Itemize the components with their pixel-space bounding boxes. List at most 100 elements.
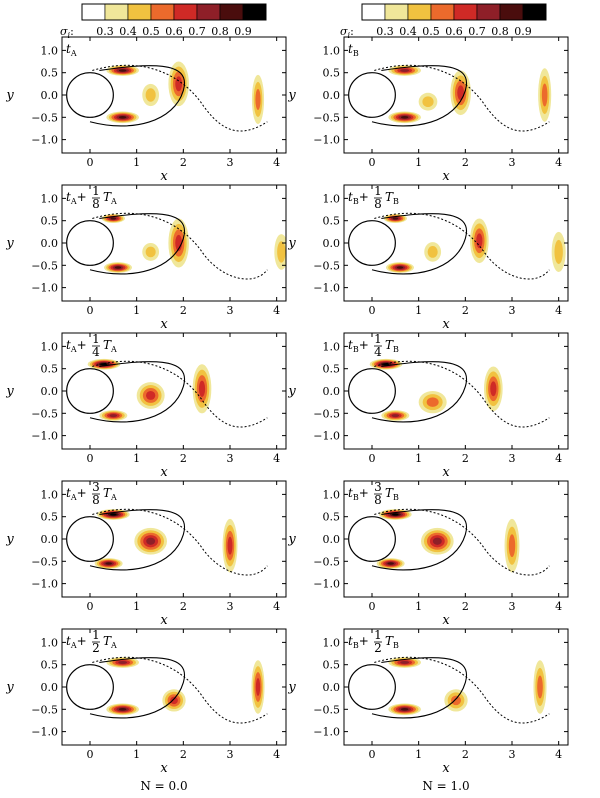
svg-text:3: 3: [374, 480, 382, 494]
colorbar-right: σi: 0.3 0.4 0.5 0.6 0.7 0.8 0.9: [340, 3, 547, 40]
x-tick-label: 0: [369, 748, 376, 761]
y-tick-label: −0.5: [313, 111, 340, 124]
x-tick-label: 0: [369, 600, 376, 613]
x-tick-label: 2: [180, 600, 187, 613]
svg-text:1: 1: [374, 184, 382, 198]
x-tick-label: 4: [273, 600, 280, 613]
colorbar-tick-label: 0.4: [399, 25, 417, 38]
sigma-contour: [400, 661, 410, 664]
x-tick-label: 3: [227, 600, 234, 613]
svg-text:2: 2: [374, 641, 382, 655]
sigma-contour: [392, 217, 399, 220]
y-axis-label: y: [5, 88, 14, 103]
y-tick-label: 1.0: [323, 192, 341, 205]
x-axis-label: x: [442, 761, 450, 776]
sigma-contour: [537, 675, 543, 699]
svg-text:8: 8: [92, 493, 100, 507]
time-label: tA+ 18 TA: [66, 184, 117, 211]
y-tick-label: −1.0: [31, 726, 58, 739]
y-tick-label: −1.0: [313, 134, 340, 147]
x-tick-label: 1: [133, 304, 140, 317]
time-label: tA+ 38 TA: [66, 480, 117, 507]
x-tick-label: 2: [180, 156, 187, 169]
x-tick-label: 3: [509, 600, 516, 613]
sigma-contour: [118, 69, 127, 72]
cylinder: [66, 664, 114, 710]
y-tick-label: −0.5: [31, 703, 58, 716]
colorbar-label: σi:: [60, 25, 74, 40]
panel-2: 0 1 2 3 4 1.0 0.5 0.0 −0.5 −1.0 x y tB: [287, 36, 569, 184]
x-tick-label: 2: [462, 748, 469, 761]
y-tick-label: −0.5: [313, 555, 340, 568]
svg-text:4: 4: [92, 345, 100, 359]
y-tick-label: −0.5: [31, 111, 58, 124]
sigma-contour: [146, 391, 156, 400]
dotted-contour: [374, 656, 550, 724]
dotted-contour: [374, 360, 550, 428]
y-tick-label: −1.0: [31, 134, 58, 147]
dotted-contour: [92, 508, 268, 576]
svg-text:4: 4: [374, 345, 382, 359]
solid-contour: [89, 657, 186, 719]
dotted-contour: [92, 360, 268, 428]
y-tick-label: −1.0: [313, 430, 340, 443]
svg-text:1: 1: [92, 332, 100, 346]
x-tick-label: 2: [462, 304, 469, 317]
svg-text:3: 3: [92, 480, 100, 494]
colorbar-tick-label: 0.3: [376, 25, 394, 38]
y-tick-label: 1.0: [323, 488, 341, 501]
sigma-contour: [400, 707, 409, 711]
x-tick-label: 3: [227, 748, 234, 761]
y-tick-label: 0.0: [41, 385, 59, 398]
sigma-contour: [145, 88, 156, 102]
y-tick-label: 1.0: [323, 340, 341, 353]
x-tick-label: 1: [415, 600, 422, 613]
colorbar-tick-label: 0.9: [514, 25, 532, 38]
colorbar-frame: [361, 3, 547, 21]
y-tick-label: −1.0: [31, 282, 58, 295]
x-tick-label: 4: [273, 452, 280, 465]
x-tick-label: 1: [133, 156, 140, 169]
y-axis-label: y: [287, 236, 296, 251]
x-tick-label: 2: [462, 156, 469, 169]
sigma-contour: [118, 707, 127, 711]
y-tick-label: −0.5: [31, 555, 58, 568]
colorbar-label: σi:: [340, 25, 354, 40]
svg-text:TB: TB: [385, 190, 399, 206]
y-axis-label: y: [5, 532, 14, 547]
svg-text:tA+: tA+: [66, 190, 87, 206]
dotted-contour: [374, 508, 550, 576]
x-tick-label: 0: [87, 452, 94, 465]
x-tick-label: 3: [509, 452, 516, 465]
sigma-contour: [554, 239, 563, 264]
y-tick-label: 0.0: [323, 533, 341, 546]
svg-text:1: 1: [92, 184, 100, 198]
time-label: tB+ 38 TB: [348, 480, 399, 507]
solid-contour: [371, 657, 468, 719]
x-tick-label: 4: [555, 304, 562, 317]
x-axis-label: x: [442, 613, 450, 628]
x-tick-label: 4: [273, 156, 280, 169]
cylinder: [348, 220, 396, 266]
colorbar-tick-label: 0.5: [422, 25, 440, 38]
y-tick-label: 0.0: [41, 533, 59, 546]
sigma-contour: [387, 562, 394, 565]
sigma-contour: [432, 537, 442, 545]
cylinder: [66, 516, 114, 562]
sigma-contour: [400, 69, 410, 72]
y-tick-label: 0.0: [323, 385, 341, 398]
dotted-contour: [374, 64, 550, 132]
sigma-contour: [255, 678, 261, 696]
y-tick-label: 1.0: [41, 340, 59, 353]
y-tick-label: 0.5: [41, 67, 59, 80]
x-tick-label: 3: [509, 156, 516, 169]
y-tick-label: −0.5: [313, 703, 340, 716]
column-caption: N = 0.0: [140, 779, 187, 793]
x-tick-label: 1: [133, 600, 140, 613]
x-axis-label: x: [442, 465, 450, 480]
solid-contour: [371, 509, 468, 571]
y-tick-label: −0.5: [31, 407, 58, 420]
y-tick-label: 1.0: [41, 488, 59, 501]
panel-1: 0 1 2 3 4 1.0 0.5 0.0 −0.5 −1.0 x y tA: [5, 36, 287, 184]
